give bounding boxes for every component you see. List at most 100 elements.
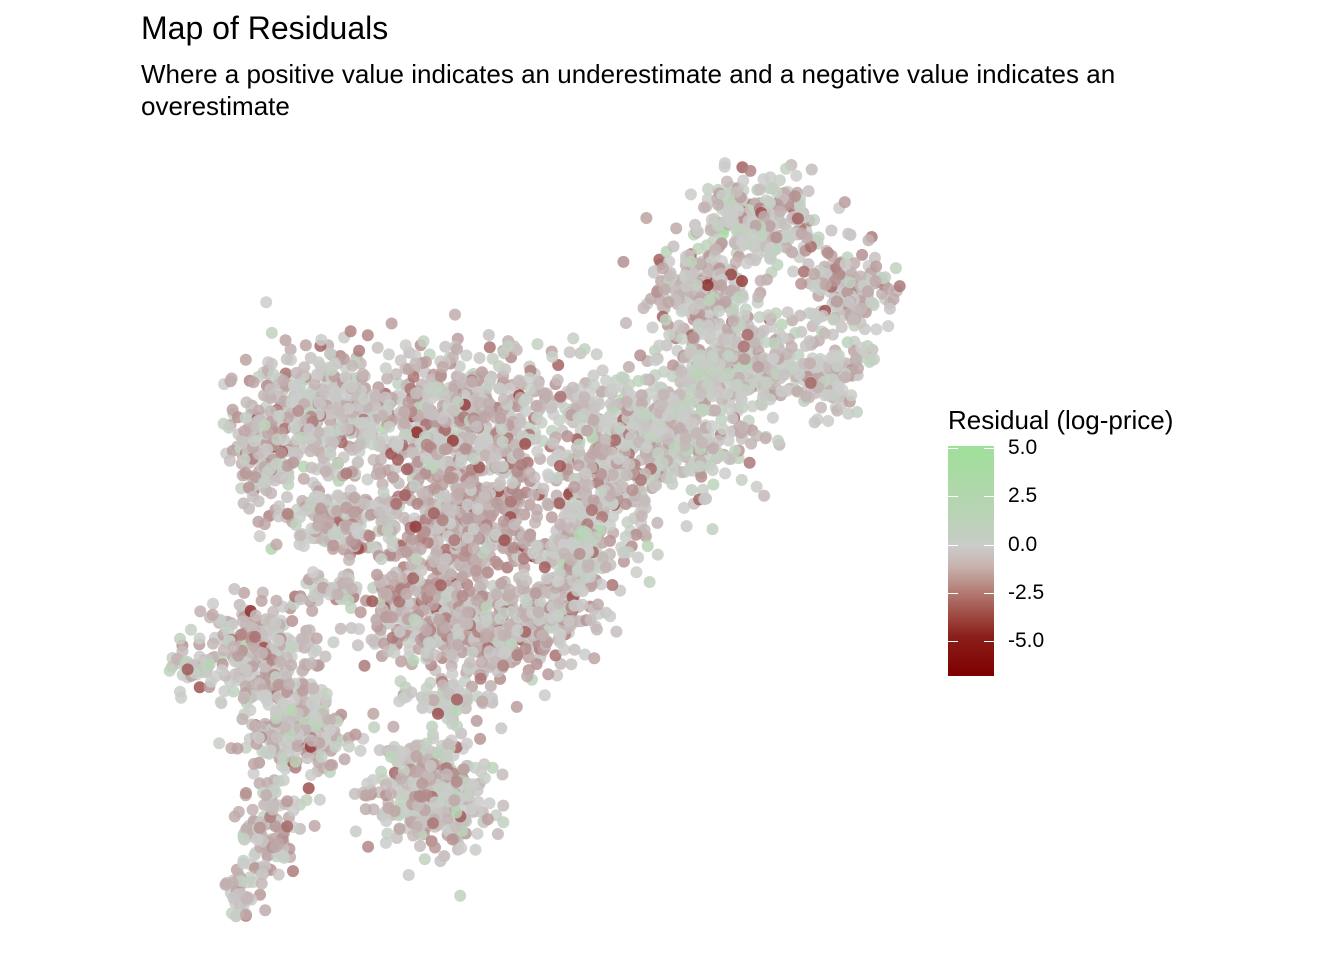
residual-point: [842, 227, 855, 240]
residual-point: [870, 260, 883, 273]
residual-point: [553, 597, 566, 610]
residual-point: [277, 752, 290, 765]
residual-point: [650, 479, 662, 492]
residual-point: [366, 595, 379, 608]
residual-point: [622, 361, 635, 373]
residual-point: [460, 349, 473, 362]
residual-point: [632, 551, 645, 564]
residual-point: [260, 694, 273, 707]
residual-point: [819, 278, 832, 291]
residual-point: [620, 317, 632, 329]
residual-point: [667, 359, 680, 372]
residual-point: [353, 344, 366, 357]
residual-point: [673, 422, 686, 435]
residual-point: [685, 416, 698, 429]
residual-point: [459, 442, 472, 455]
residual-point: [610, 625, 623, 638]
residual-point: [399, 339, 412, 352]
residual-point: [248, 757, 260, 770]
residual-point: [634, 349, 647, 362]
residual-point: [424, 637, 437, 650]
residual-point: [281, 507, 294, 520]
residual-point: [194, 605, 207, 618]
residual-point: [722, 349, 735, 362]
residual-point: [227, 640, 240, 653]
residual-point: [800, 231, 813, 244]
residual-point: [261, 443, 274, 456]
residual-point: [239, 663, 252, 676]
residual-point: [287, 456, 300, 469]
residual-point: [752, 361, 765, 373]
residual-point: [542, 468, 555, 481]
residual-point: [426, 728, 439, 741]
residual-point: [638, 420, 651, 433]
residual-point: [326, 437, 339, 449]
residual-point: [402, 869, 415, 881]
residual-point: [506, 476, 519, 489]
residual-point: [750, 480, 763, 493]
residual-point: [599, 433, 612, 446]
residual-point: [517, 568, 530, 581]
residual-point: [604, 397, 617, 410]
residual-point: [527, 489, 540, 502]
residual-point: [307, 682, 320, 695]
residual-point: [361, 329, 374, 342]
residual-point: [381, 372, 394, 385]
residual-point: [459, 617, 472, 630]
residual-point: [855, 302, 868, 315]
residual-point: [649, 354, 662, 367]
residual-point: [775, 318, 788, 331]
residual-point: [432, 747, 445, 760]
residual-point: [752, 290, 765, 303]
residual-point: [757, 386, 770, 399]
residual-point: [285, 659, 298, 672]
residual-point: [468, 452, 481, 465]
residual-point: [721, 175, 733, 188]
residual-point: [366, 438, 379, 451]
residual-point: [322, 493, 335, 506]
residual-point: [479, 610, 492, 623]
residual-point: [423, 407, 436, 420]
residual-point: [358, 392, 370, 405]
residual-points: [163, 157, 906, 923]
residual-point: [267, 368, 280, 381]
residual-point: [443, 471, 456, 484]
residual-point: [331, 458, 344, 471]
residual-point: [465, 803, 478, 816]
residual-point: [620, 395, 633, 408]
residual-point: [503, 583, 516, 596]
residual-point: [390, 497, 403, 510]
residual-point: [617, 555, 630, 568]
residual-point: [646, 321, 659, 334]
residual-point: [348, 491, 361, 504]
residual-point: [760, 376, 773, 389]
residual-point: [722, 434, 735, 447]
residual-point: [474, 732, 487, 745]
residual-point: [656, 262, 669, 275]
residual-point: [797, 265, 810, 278]
residual-point: [578, 343, 591, 356]
residual-point: [349, 825, 362, 838]
residual-point: [862, 234, 875, 247]
residual-point: [223, 454, 236, 467]
residual-point: [358, 659, 371, 672]
residual-point: [702, 183, 715, 195]
residual-point: [446, 434, 459, 447]
residual-point: [738, 309, 750, 322]
residual-point: [706, 352, 719, 365]
residual-point: [839, 257, 852, 270]
residual-point: [493, 382, 506, 395]
residual-point: [603, 411, 616, 424]
residual-point: [579, 467, 592, 480]
residual-point: [422, 458, 435, 470]
residual-point: [568, 599, 581, 612]
residual-point: [662, 296, 675, 309]
residual-point: [737, 174, 750, 187]
residual-point: [770, 242, 783, 255]
residual-point: [587, 413, 600, 426]
residual-point: [758, 210, 771, 223]
residual-point: [217, 644, 230, 657]
residual-point: [643, 576, 656, 588]
residual-point: [375, 765, 388, 778]
residual-point: [497, 659, 510, 672]
